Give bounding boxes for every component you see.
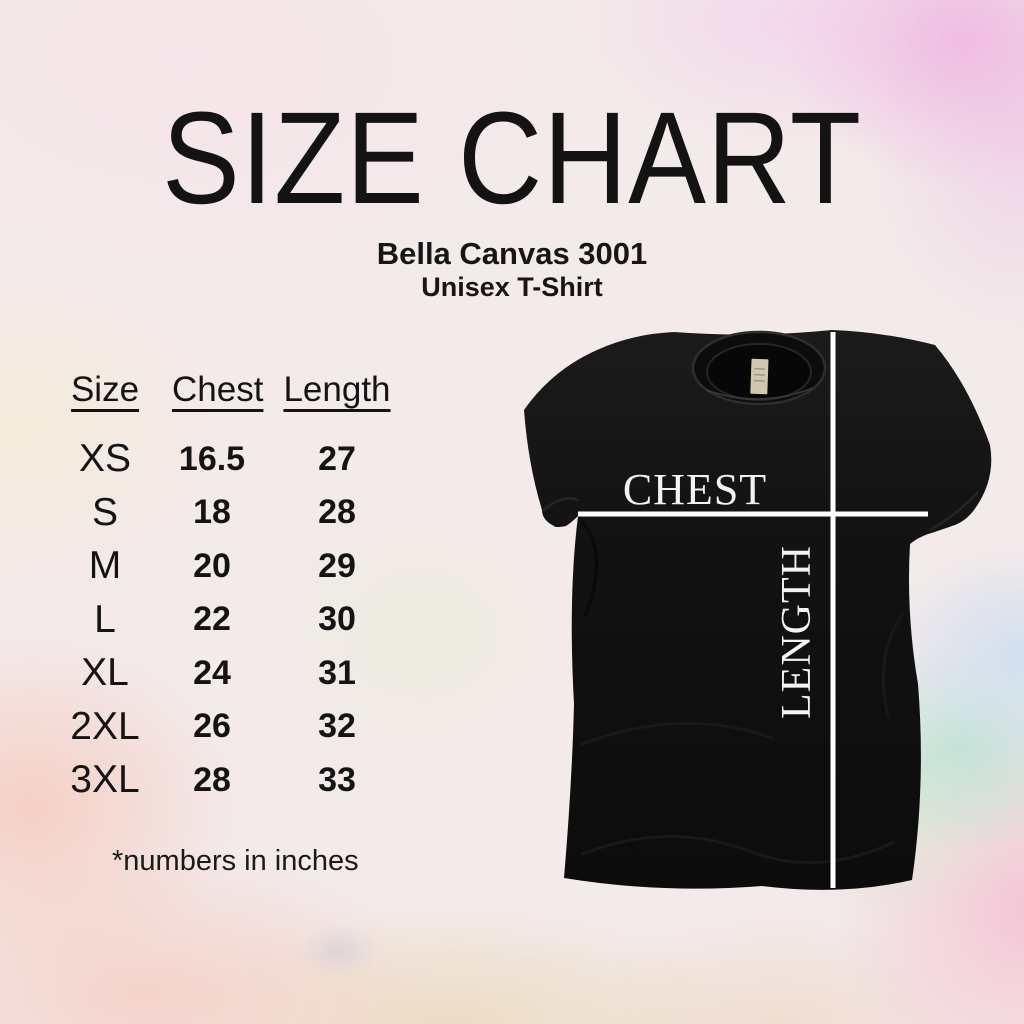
column-header-chest: Chest	[172, 370, 264, 409]
chest-cell: 20	[193, 546, 231, 585]
tshirt-image: CHEST LENGTH	[524, 330, 992, 890]
size-cell: 2XL	[70, 704, 140, 748]
neck-tag	[750, 358, 769, 395]
brand-line: Bella Canvas 3001	[376, 236, 648, 271]
chest-cell: 24	[193, 653, 231, 692]
units-footnote: *numbers in inches	[112, 845, 359, 877]
length-cell: 28	[318, 493, 356, 532]
length-cell: 27	[318, 439, 356, 478]
size-cell: S	[91, 490, 118, 534]
size-cell: XS	[78, 437, 132, 481]
chest-cell: 22	[193, 600, 231, 639]
column-header-length: Length	[283, 370, 391, 409]
chest-cell: 28	[193, 760, 231, 799]
size-table: Size Chest Length XS 16.5 27 S 18 28 M 2…	[38, 370, 422, 807]
length-cell: 33	[318, 760, 356, 799]
size-cell: XL	[81, 651, 129, 695]
chest-cell: 18	[193, 493, 231, 532]
length-label: LENGTH	[774, 545, 820, 719]
size-cell: L	[94, 597, 116, 641]
fabric-wrinkles	[542, 490, 980, 865]
length-cell: 29	[318, 546, 356, 585]
page-title: SIZE CHART	[162, 84, 862, 231]
tshirt-silhouette	[524, 330, 992, 890]
length-cell: 32	[318, 707, 356, 746]
collar-rim-highlight	[705, 387, 814, 401]
length-cell: 31	[318, 653, 356, 692]
size-cell: 3XL	[70, 758, 140, 802]
column-header-size: Size	[70, 370, 140, 409]
chest-cell: 16.5	[178, 439, 246, 478]
size-cell: M	[88, 544, 122, 588]
length-cell: 30	[318, 600, 356, 639]
product-line: Unisex T-Shirt	[421, 272, 603, 302]
chest-label: CHEST	[623, 465, 767, 514]
chest-cell: 26	[193, 707, 231, 746]
